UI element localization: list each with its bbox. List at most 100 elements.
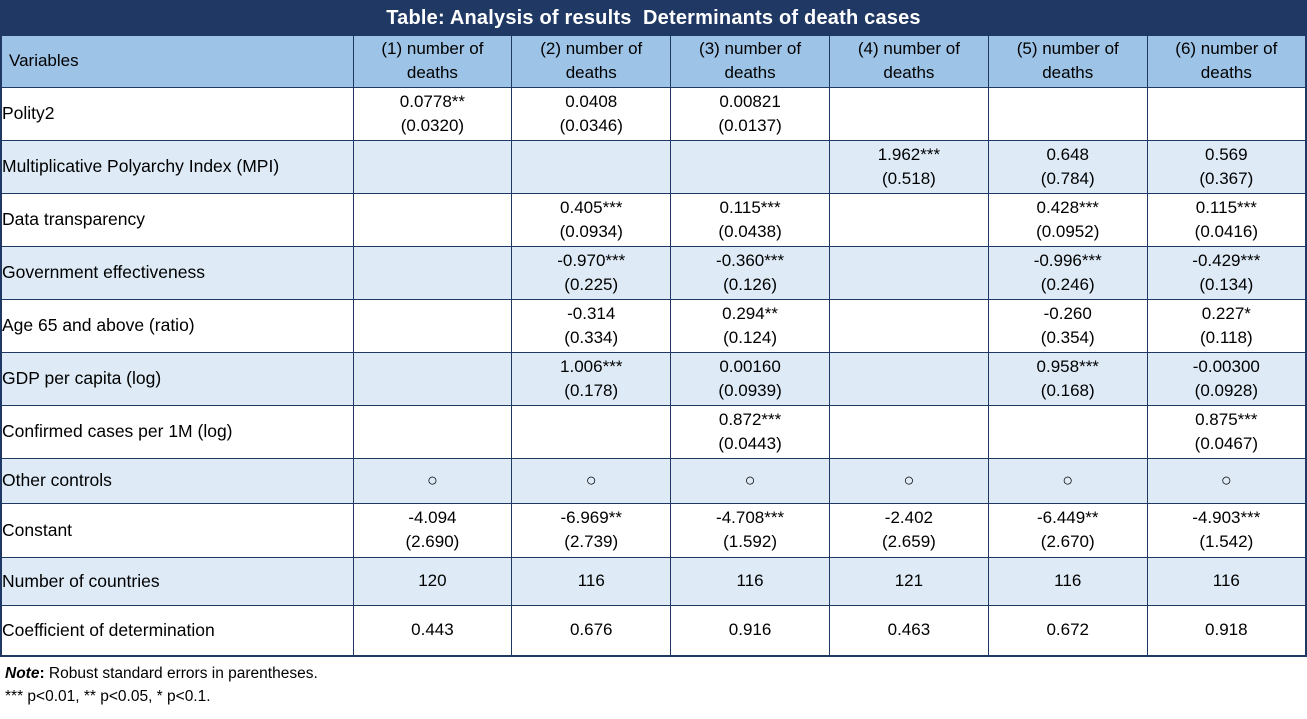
standard-error: (0.0320) xyxy=(400,115,465,135)
column-header-variables: Variables xyxy=(0,34,354,88)
results-table: Table: Analysis of results Determinants … xyxy=(0,0,1307,657)
standard-error: (0.246) xyxy=(1040,274,1095,294)
estimate-value: 0.294** xyxy=(722,303,778,323)
row-label: Other controls xyxy=(0,457,354,504)
coef-cell: -6.449** (2.670) xyxy=(987,502,1148,558)
empty-cell xyxy=(987,404,1148,459)
estimate-value: -0.996*** xyxy=(1033,250,1102,270)
empty-cell xyxy=(352,139,513,194)
standard-error: (0.0928) xyxy=(1194,380,1258,400)
table-row-confirmed-cases: Confirmed cases per 1M (log) 0.872*** (0.… xyxy=(0,404,1307,459)
estimate-value: 0.405*** xyxy=(560,197,623,217)
estimate-value: -4.094 xyxy=(408,508,457,527)
estimate-value: 0.115*** xyxy=(1195,197,1257,217)
coef-cell: -0.00300 (0.0928) xyxy=(1146,351,1307,406)
standard-error: (0.0137) xyxy=(718,115,782,135)
coef-cell: 0.294** (0.124) xyxy=(670,298,830,353)
estimate-value: 0.958*** xyxy=(1036,356,1099,376)
standard-error: (0.0952) xyxy=(1036,221,1100,241)
standard-error: (2.690) xyxy=(405,532,460,551)
empty-cell xyxy=(828,245,989,300)
standard-error: (0.124) xyxy=(723,327,777,347)
coef-cell: -0.260 (0.354) xyxy=(987,298,1148,353)
table-title: Table: Analysis of results Determinants … xyxy=(0,0,1307,36)
standard-error: (0.178) xyxy=(564,380,619,400)
estimate-value: -0.429*** xyxy=(1192,250,1261,270)
standard-error: (0.0467) xyxy=(1194,433,1258,453)
table-row-number-of-countries: Number of countries 120 116 116 121 116 … xyxy=(0,556,1307,606)
value-cell: 0.672 xyxy=(987,604,1148,657)
table-row-data-transparency: Data transparency 0.405*** (0.0934) 0.115… xyxy=(0,192,1307,247)
coef-cell: 0.115*** (0.0416) xyxy=(1146,192,1307,247)
coef-cell: -2.402 (2.659) xyxy=(828,502,989,558)
estimate-value: -0.970*** xyxy=(557,250,626,270)
column-header-model-5: (5) number of deaths xyxy=(987,34,1148,88)
note-label: Note xyxy=(5,665,40,682)
row-label: GDP per capita (log) xyxy=(0,351,354,406)
coef-cell: 0.872*** (0.0443) xyxy=(670,404,830,459)
coef-cell: 0.875*** (0.0467) xyxy=(1146,404,1307,459)
note-colon: : xyxy=(39,665,45,682)
table-notes: Note: Robust standard errors in parenthe… xyxy=(5,662,1307,708)
estimate-value: 1.962*** xyxy=(877,144,941,164)
value-cell: 120 xyxy=(352,556,513,606)
estimate-value: -2.402 xyxy=(884,508,933,527)
coef-cell: 0.405*** (0.0934) xyxy=(511,192,672,247)
empty-cell xyxy=(828,298,989,353)
coef-cell: 0.569 (0.367) xyxy=(1146,139,1307,194)
standard-error: (2.659) xyxy=(881,532,936,551)
note-line: Note: Robust standard errors in parenthe… xyxy=(5,662,1307,685)
value-cell: 116 xyxy=(987,556,1148,606)
standard-error: (0.168) xyxy=(1040,380,1095,400)
table-row-other-controls: Other controls ○ ○ ○ ○ ○ ○ xyxy=(0,457,1307,504)
empty-cell xyxy=(828,351,989,406)
row-label: Coefficient of determination xyxy=(0,604,354,657)
coef-cell: -4.094 (2.690) xyxy=(352,502,513,558)
value-cell: 116 xyxy=(670,556,830,606)
standard-error: (1.592) xyxy=(723,532,777,551)
empty-cell xyxy=(987,86,1148,141)
column-header-row: Variables (1) number of deaths (2) numbe… xyxy=(0,34,1307,88)
coef-cell: -0.970*** (0.225) xyxy=(511,245,672,300)
row-label: Age 65 and above (ratio) xyxy=(0,298,354,353)
estimate-value: -4.903*** xyxy=(1192,508,1261,527)
coef-cell: 0.115*** (0.0438) xyxy=(670,192,830,247)
standard-error: (0.354) xyxy=(1040,327,1095,347)
row-label: Constant xyxy=(0,502,354,558)
estimate-value: 1.006*** xyxy=(560,356,623,376)
standard-error: (0.0443) xyxy=(718,433,782,453)
significance-note: *** p<0.01, ** p<0.05, * p<0.1. xyxy=(5,688,211,705)
coef-cell: -6.969** (2.739) xyxy=(511,502,672,558)
empty-cell xyxy=(352,245,513,300)
empty-cell xyxy=(352,298,513,353)
standard-error: (2.670) xyxy=(1040,532,1095,551)
included-circle-icon: ○ xyxy=(352,457,513,504)
standard-error: (0.134) xyxy=(1199,274,1254,294)
coef-cell: -0.996*** (0.246) xyxy=(987,245,1148,300)
empty-cell xyxy=(1146,86,1307,141)
value-cell: 0.676 xyxy=(511,604,672,657)
coef-cell: 0.0408 (0.0346) xyxy=(511,86,672,141)
row-label: Polity2 xyxy=(0,86,354,141)
included-circle-icon: ○ xyxy=(670,457,830,504)
empty-cell xyxy=(670,139,830,194)
table-row-mpi: Multiplicative Polyarchy Index (MPI) 1.9… xyxy=(0,139,1307,194)
value-cell: 121 xyxy=(828,556,989,606)
row-label: Data transparency xyxy=(0,192,354,247)
coef-cell: 1.006*** (0.178) xyxy=(511,351,672,406)
standard-error: (0.118) xyxy=(1200,327,1253,347)
empty-cell xyxy=(828,192,989,247)
estimate-value: 0.569 xyxy=(1205,144,1248,164)
standard-error: (0.0346) xyxy=(559,115,623,135)
included-circle-icon: ○ xyxy=(1146,457,1307,504)
estimate-value: 0.0408 xyxy=(565,91,618,111)
standard-error: (0.126) xyxy=(723,274,777,294)
coef-cell: 0.0778** (0.0320) xyxy=(352,86,513,141)
standard-error: (2.739) xyxy=(564,532,619,551)
estimate-value: 0.227* xyxy=(1201,303,1251,323)
value-cell: 0.443 xyxy=(352,604,513,657)
value-cell: 0.918 xyxy=(1146,604,1307,657)
value-cell: 116 xyxy=(511,556,672,606)
included-circle-icon: ○ xyxy=(828,457,989,504)
